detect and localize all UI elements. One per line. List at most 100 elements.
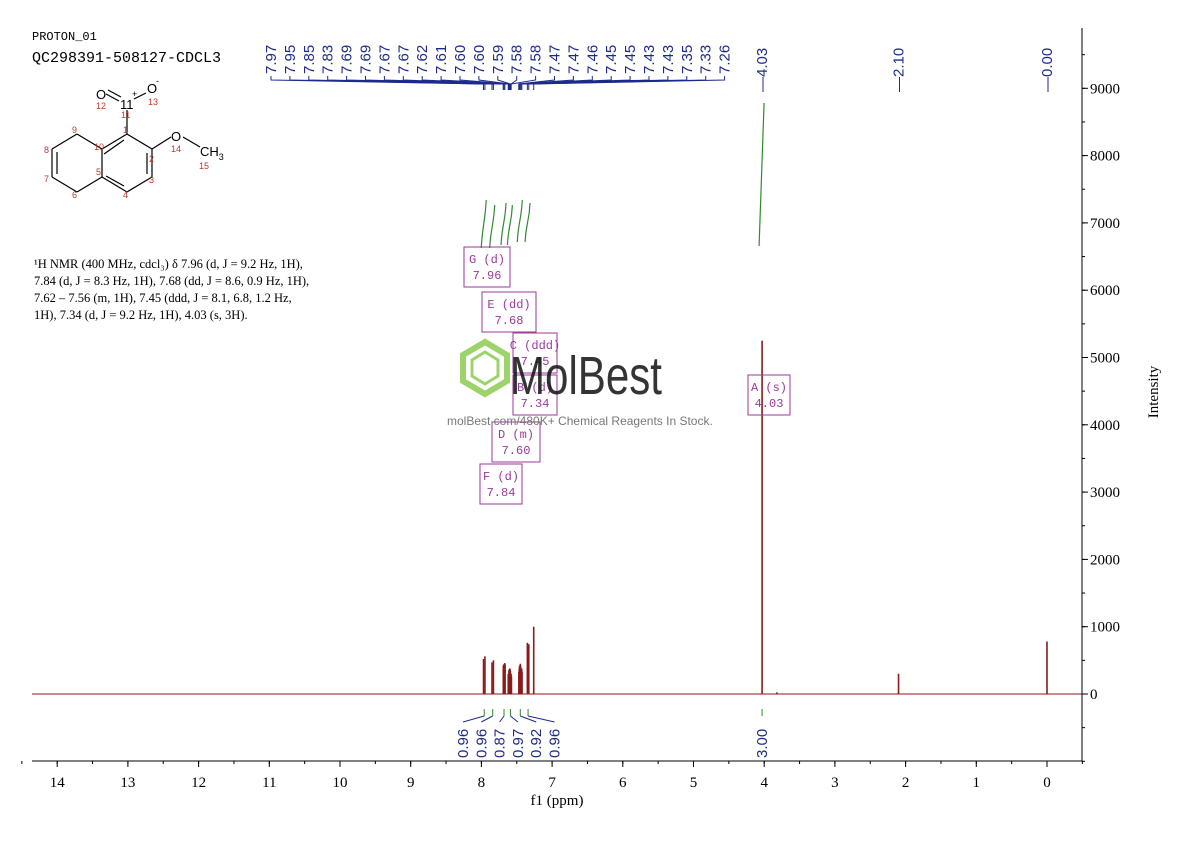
chemical-structure: O 11 + O - O CH3 1 2 3 4 5 6 7 8 9 10 11…	[44, 76, 224, 200]
peak-label: 7.58	[509, 45, 526, 74]
peak-label: 7.26	[717, 45, 734, 74]
integral-values: 0.96 0.96 0.87 0.97 0.92 0.96 3.00	[455, 709, 771, 758]
atom-number-2: 2	[149, 154, 154, 164]
experiment-name: PROTON_01	[32, 30, 97, 44]
peak-label-leader	[421, 76, 509, 90]
peak-label-leader	[478, 76, 511, 90]
nmr-summary-line: ¹H NMR (400 MHz, cdcl₃) δ 7.96 (d, J = 9…	[34, 257, 303, 271]
integral-leader	[527, 715, 555, 723]
x-axis-tick-label: 8	[478, 775, 486, 791]
integral-curve	[489, 204, 496, 249]
integral-leader	[462, 715, 485, 723]
integral-curve	[516, 199, 523, 243]
atom-number-5: 5	[96, 167, 101, 177]
y-axis-tick-label: 1000	[1090, 620, 1120, 636]
integral-curve	[500, 202, 507, 246]
multiplet-box	[481, 291, 537, 333]
nmr-summary-line: 7.84 (d, J = 8.3 Hz, 1H), 7.68 (dd, J = …	[34, 274, 310, 288]
peak-label: 7.85	[301, 45, 318, 74]
peak-label: —2.10	[891, 48, 908, 92]
y-axis-label: Intensity	[1146, 365, 1162, 418]
y-axis-tick-label: 2000	[1090, 552, 1120, 568]
integral-value: 3.00	[754, 729, 771, 758]
peak-label: 7.33	[698, 45, 715, 74]
multiplet-label: E (dd)	[487, 298, 530, 312]
peak-label-leader	[440, 76, 510, 90]
peak-label: 7.59	[490, 45, 507, 74]
atom-number-12: 12	[96, 101, 106, 111]
peak-label: —4.03	[754, 48, 771, 92]
peak-label: 7.69	[339, 45, 356, 74]
x-axis-tick-label: 12	[191, 775, 206, 791]
integral-leader	[481, 715, 493, 723]
multiplet-shift: 7.84	[487, 486, 516, 500]
multiplet-label: B (d)	[517, 381, 553, 395]
y-axis-tick-label: 7000	[1090, 216, 1120, 232]
nmr-summary-line: 7.62 – 7.56 (m, 1H), 7.45 (ddd, J = 8.1,…	[34, 291, 292, 305]
x-axis-tick-label: 10	[333, 775, 348, 791]
multiplet-shift: 4.03	[755, 397, 784, 411]
y-axis-tick-label: 9000	[1090, 81, 1120, 97]
peak-label: 7.58	[528, 45, 545, 74]
peak-label: 7.43	[660, 45, 677, 74]
integral-value: 0.96	[473, 729, 490, 758]
multiplet-box	[512, 332, 558, 374]
atom-o14: O	[171, 129, 181, 144]
integral-value: 0.87	[492, 729, 509, 758]
atom-number-1: 1	[123, 125, 128, 135]
x-axis-tick-label: 0	[1043, 775, 1051, 791]
x-axis-tick-label: 3	[831, 775, 839, 791]
peak-label: 7.60	[471, 45, 488, 74]
atom-number-10: 10	[94, 142, 104, 152]
peak-label-leader	[518, 76, 574, 90]
atom-plus: +	[132, 89, 137, 99]
peak-label: 7.45	[622, 45, 639, 74]
integral-value: 0.96	[547, 729, 564, 758]
atom-ch3: CH3	[200, 144, 224, 162]
multiplet-box	[479, 463, 523, 505]
x-axis-tick-label: 13	[120, 775, 135, 791]
peak-label: 7.60	[452, 45, 469, 74]
atom-n11: 11	[120, 97, 134, 112]
integral-curve	[758, 102, 765, 247]
y-axis-tick-label: 8000	[1090, 149, 1120, 165]
peak-label: 7.95	[282, 45, 299, 74]
integral-leader	[499, 715, 505, 723]
multiplet-label: G (d)	[469, 253, 505, 267]
atom-o13: O	[147, 81, 157, 96]
atom-number-11: 11	[121, 110, 130, 120]
multiplet-label: D (m)	[498, 428, 534, 442]
nmr-summary: ¹H NMR (400 MHz, cdcl₃) δ 7.96 (d, J = 9…	[34, 256, 354, 324]
multiplet-shift: 7.60	[502, 444, 531, 458]
x-axis-tick-label: 4	[760, 775, 768, 791]
peak-label: 7.45	[603, 45, 620, 74]
integral-leader	[510, 715, 519, 723]
peak-label: 7.69	[358, 45, 375, 74]
atom-number-13: 13	[148, 97, 158, 107]
peak-label-leader	[402, 76, 506, 90]
atom-number-14: 14	[171, 144, 181, 154]
atom-number-6: 6	[72, 190, 77, 200]
integral-curve	[524, 202, 531, 243]
y-axis-tick-label: 0	[1090, 687, 1098, 703]
x-axis-tick-label: 1	[973, 775, 981, 791]
multiplet-box	[491, 421, 541, 463]
y-axis-tick-label: 5000	[1090, 351, 1120, 367]
atom-number-9: 9	[72, 125, 77, 135]
atom-number-8: 8	[44, 145, 49, 155]
peak-label-leader	[533, 76, 726, 90]
peak-label-leader	[528, 76, 707, 90]
atom-number-7: 7	[44, 174, 49, 184]
multiplet-boxes: G (d) 7.96 E (dd) 7.68 C (ddd) 7.45 B (d) 7.34 D…	[463, 246, 791, 505]
spectrum-peaks	[482, 340, 1048, 694]
peak-label: 7.97	[263, 45, 280, 74]
integral-value: 0.96	[455, 729, 472, 758]
x-axis-tick-label: 9	[407, 775, 415, 791]
peak-label: 7.47	[565, 45, 582, 74]
integral-curve	[506, 204, 513, 246]
y-axis-tick-label: 4000	[1090, 418, 1120, 434]
nmr-summary-line: 1H), 7.34 (d, J = 9.2 Hz, 1H), 4.03 (s, …	[34, 308, 248, 322]
x-axis-tick-label: 2	[902, 775, 910, 791]
peak-label: 7.67	[395, 45, 412, 74]
